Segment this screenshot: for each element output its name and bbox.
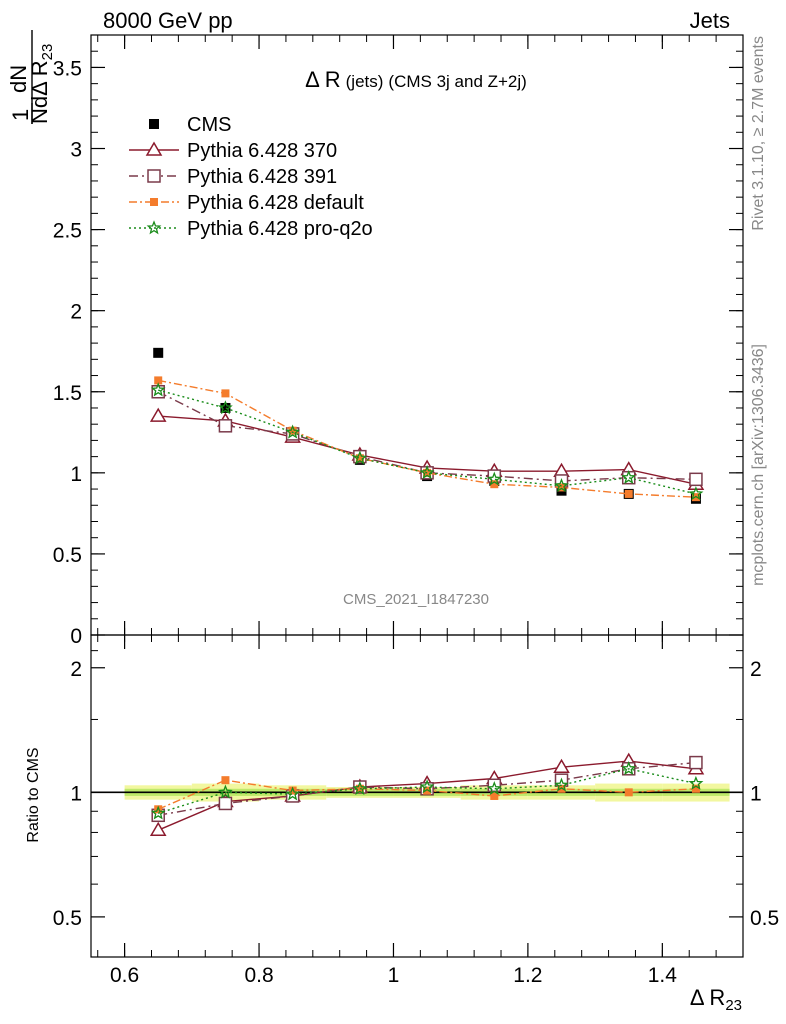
ratio-point-2 <box>624 788 633 797</box>
analysis-id: CMS_2021_I1847230 <box>343 591 489 608</box>
series-line-2 <box>158 379 696 498</box>
series-point-2 <box>221 389 230 398</box>
ratio-point-3 <box>285 786 301 801</box>
ratio-plot-frame <box>90 634 744 958</box>
ratio-y-tick-label: 0.5 <box>53 907 82 930</box>
ratio-point-2 <box>154 805 163 814</box>
y-tick-label: 1 <box>70 463 82 486</box>
series-point-3 <box>554 477 569 493</box>
series-point-0 <box>149 407 167 422</box>
ratio-point-3 <box>621 761 637 776</box>
y-tick-label: 2 <box>70 301 82 324</box>
series-point-2 <box>288 426 297 435</box>
x-tick-label: 1.4 <box>648 964 678 987</box>
ratio-y-tick-label-right: 2 <box>750 658 762 681</box>
ratio-point-0 <box>553 758 570 773</box>
x-tick-label: 0.8 <box>244 964 273 987</box>
header-right: Jets <box>690 8 730 33</box>
y-tick-label: 1.5 <box>53 382 82 405</box>
ylabel-den: NdΔ R23 <box>27 44 56 124</box>
plot-title-small: (jets) <box>346 72 384 91</box>
legend-label-0: Pythia 6.428 370 <box>187 140 337 162</box>
ratio-point-2 <box>490 791 499 800</box>
axis-ticks: 0.6 0.8 1 1.2 1.4 0 0.5 1 1.5 2 2.5 3 3.5 0.5 0.5 1 1 2 2 <box>53 35 779 987</box>
ratio-point-1 <box>689 755 703 770</box>
ratio-y-tick-label-right: 0.5 <box>750 907 779 930</box>
y-tick-label: 0 <box>70 625 82 648</box>
series-point-3 <box>688 486 704 501</box>
ratio-point-2 <box>288 786 297 795</box>
ylabel-one: 1 <box>8 109 33 121</box>
ratio-y-tick-label-right: 1 <box>750 782 762 805</box>
series-point-2 <box>154 376 163 385</box>
series-point-3 <box>352 450 368 465</box>
ratio-point-2 <box>691 784 700 793</box>
ratio-data-band <box>91 783 743 802</box>
ratio-y-tick-label: 1 <box>70 782 82 805</box>
legend-label-3: Pythia 6.428 pro-q2o <box>187 218 373 240</box>
ratio-ylabel: Ratio to CMS <box>25 747 42 842</box>
plot-title-rest: (CMS 3j and Z+2j) <box>388 72 526 91</box>
ratio-point-2 <box>557 784 566 793</box>
series-point-3 <box>621 469 637 485</box>
y-tick-label: 3 <box>70 139 82 162</box>
series-line-3 <box>158 389 697 495</box>
legend-label-2: Pythia 6.428 default <box>187 192 364 214</box>
series-point-3 <box>217 400 233 415</box>
ratio-point-3 <box>486 780 502 796</box>
ylabel-num: dN <box>6 65 31 93</box>
series-line-1 <box>157 391 696 482</box>
plot-title: Δ R (jets) (CMS 3j and Z+2j) <box>305 67 527 92</box>
ratio-point-3 <box>419 779 435 794</box>
series-point-2 <box>355 454 364 463</box>
legend-marker-cms <box>149 119 159 129</box>
series-group <box>149 347 705 836</box>
mcplots-label: mcplots.cern.ch [arXiv:1306.3436] <box>750 344 767 586</box>
legend: CMS Pythia 6.428 370 Pythia 6.428 391 Pythi… <box>129 114 373 240</box>
series-point-3 <box>486 471 502 486</box>
x-tick-label: 1 <box>388 964 400 987</box>
ratio-point-2 <box>423 786 432 795</box>
series-point-3 <box>150 382 166 397</box>
x-axis-label: Δ R23 <box>690 985 742 1014</box>
ratio-point-3 <box>352 781 368 796</box>
ratio-point-3 <box>688 775 704 790</box>
series-point-1 <box>218 419 233 433</box>
cms-data-point <box>220 402 231 413</box>
series-point-1 <box>689 472 703 487</box>
cms-data-point <box>153 347 164 358</box>
ratio-point-3 <box>150 805 166 820</box>
x-tick-label: 0.6 <box>110 964 139 987</box>
y-axis-label-main: 1 NdΔ R23 dN <box>6 30 56 124</box>
ratio-point-2 <box>221 776 230 785</box>
y-tick-label: 0.5 <box>53 544 82 567</box>
y-tick-label: 2.5 <box>53 220 82 243</box>
legend-marker-0 <box>145 141 163 156</box>
series-point-2 <box>490 480 499 489</box>
series-point-3 <box>419 464 435 480</box>
y-tick-label: 3.5 <box>53 57 82 80</box>
ratio-point-3 <box>217 784 233 799</box>
legend-marker-1 <box>147 169 161 183</box>
legend-label-cms: CMS <box>187 114 231 136</box>
rivet-label: Rivet 3.1.10, ≥ 2.7M events <box>750 36 767 231</box>
series-point-3 <box>285 424 301 439</box>
legend-label-1: Pythia 6.428 391 <box>187 166 337 188</box>
plot-title-main: Δ R <box>305 67 340 92</box>
series-point-2 <box>557 483 566 492</box>
x-tick-label: 1.2 <box>513 964 542 987</box>
legend-marker-3 <box>146 220 162 235</box>
ratio-point-1 <box>218 796 233 811</box>
legend-marker-2 <box>150 198 158 206</box>
ratio-point-0 <box>149 821 167 836</box>
header-left: 8000 GeV pp <box>103 8 233 33</box>
series-point-2 <box>624 489 633 498</box>
ratio-y-tick-label: 2 <box>70 658 82 681</box>
ratio-point-3 <box>554 777 569 792</box>
